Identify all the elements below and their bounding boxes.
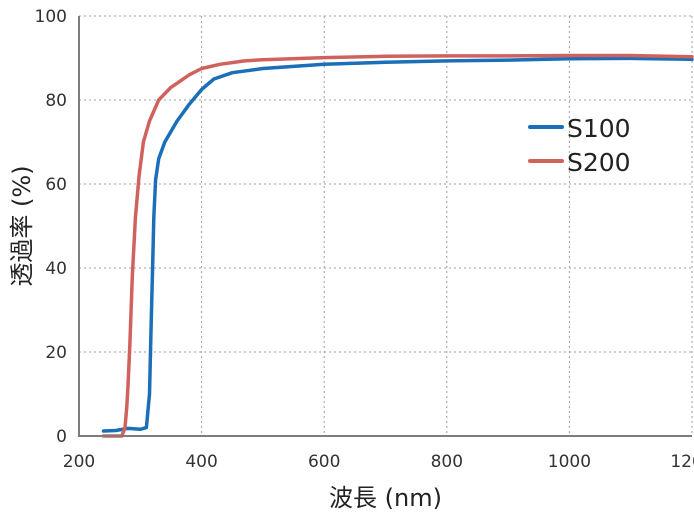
legend: S100 S200 [528, 114, 631, 177]
series-line-s100 [101, 56, 694, 433]
series-lines [101, 53, 694, 438]
y-tick-label: 100 [35, 7, 67, 27]
x-axis-title: 波長 (nm) [329, 484, 442, 512]
legend-label-s200: S200 [567, 148, 631, 177]
y-tick-label: 20 [45, 343, 67, 363]
grid [79, 15, 693, 436]
y-axis-title: 透過率 (%) [8, 165, 36, 286]
x-tick-label: 600 [308, 452, 340, 472]
axes [78, 16, 692, 437]
x-tick-label: 1000 [548, 452, 591, 472]
x-tick-label: 800 [431, 452, 463, 472]
y-tick-label: 40 [45, 259, 67, 279]
x-tick-label: 400 [185, 452, 217, 472]
y-tick-label: 80 [45, 91, 67, 111]
y-tick-labels: 0 20 40 60 80 100 [35, 7, 67, 447]
x-tick-labels: 200 400 600 800 1000 1200 [63, 452, 694, 472]
y-tick-label: 60 [45, 175, 67, 195]
y-tick-label: 0 [56, 427, 67, 447]
x-tick-label: 200 [63, 452, 95, 472]
series-line-s200 [101, 53, 694, 438]
x-tick-label: 1200 [670, 452, 694, 472]
legend-label-s100: S100 [567, 114, 631, 143]
